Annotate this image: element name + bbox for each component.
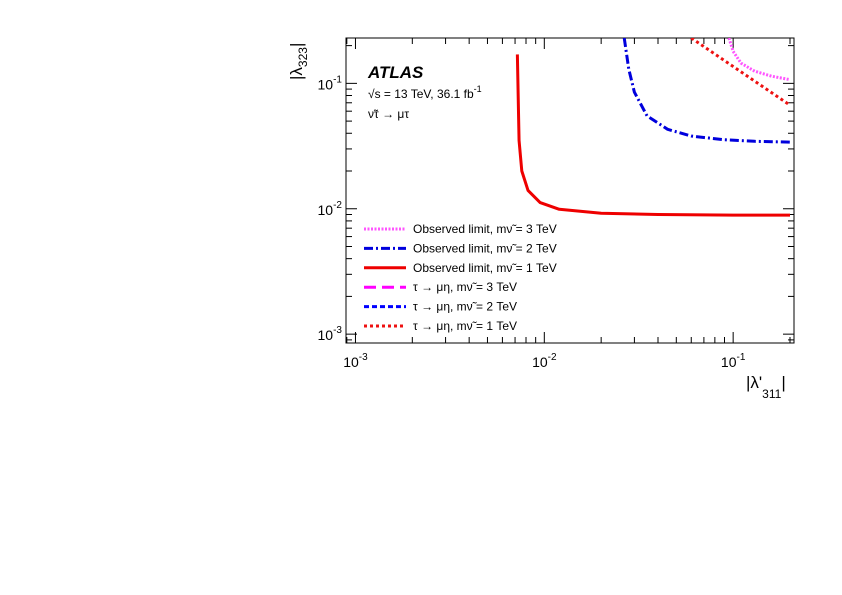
- y-axis-label: |λ323|: [287, 43, 310, 80]
- tick-label: 10-2: [532, 352, 557, 370]
- atlas-label: ATLAS: [367, 63, 424, 82]
- tick-label: 10-2: [318, 200, 343, 218]
- energy-label: √s = 13 TeV, 36.1 fb-1: [368, 84, 482, 101]
- legend-label-5: τ → μη, mν̃ = 1 TeV: [413, 319, 517, 333]
- series-line-0: [727, 38, 791, 82]
- axis-ticks: [346, 38, 794, 343]
- axis-tick-labels: 10-3 10-2 10-1 10-3 10-2 10-1: [318, 74, 746, 370]
- legend: Observed limit, mν̃ = 3 TeV Observed limi…: [364, 222, 557, 333]
- x-axis-label: |λ'311|: [746, 373, 786, 401]
- series-line-5: [690, 38, 791, 107]
- process-label: ν̃τ → μτ: [368, 107, 409, 121]
- legend-label-1: Observed limit, mν̃ = 2 TeV: [413, 241, 557, 255]
- legend-label-2: Observed limit, mν̃ = 1 TeV: [413, 261, 557, 275]
- tick-label: 10-3: [318, 325, 343, 343]
- legend-label-0: Observed limit, mν̃ = 3 TeV: [413, 222, 557, 236]
- tick-label: 10-1: [318, 74, 343, 92]
- legend-label-3: τ → μη, mν̃ = 3 TeV: [413, 280, 517, 294]
- tick-label: 10-3: [343, 352, 368, 370]
- legend-label-4: τ → μη, mν̃ = 2 TeV: [413, 300, 517, 314]
- plot-frame: [345, 37, 795, 344]
- series-lines: [515, 38, 791, 217]
- tick-label: 10-1: [721, 352, 746, 370]
- series-line-2: [515, 54, 790, 217]
- series-line-1: [622, 38, 791, 144]
